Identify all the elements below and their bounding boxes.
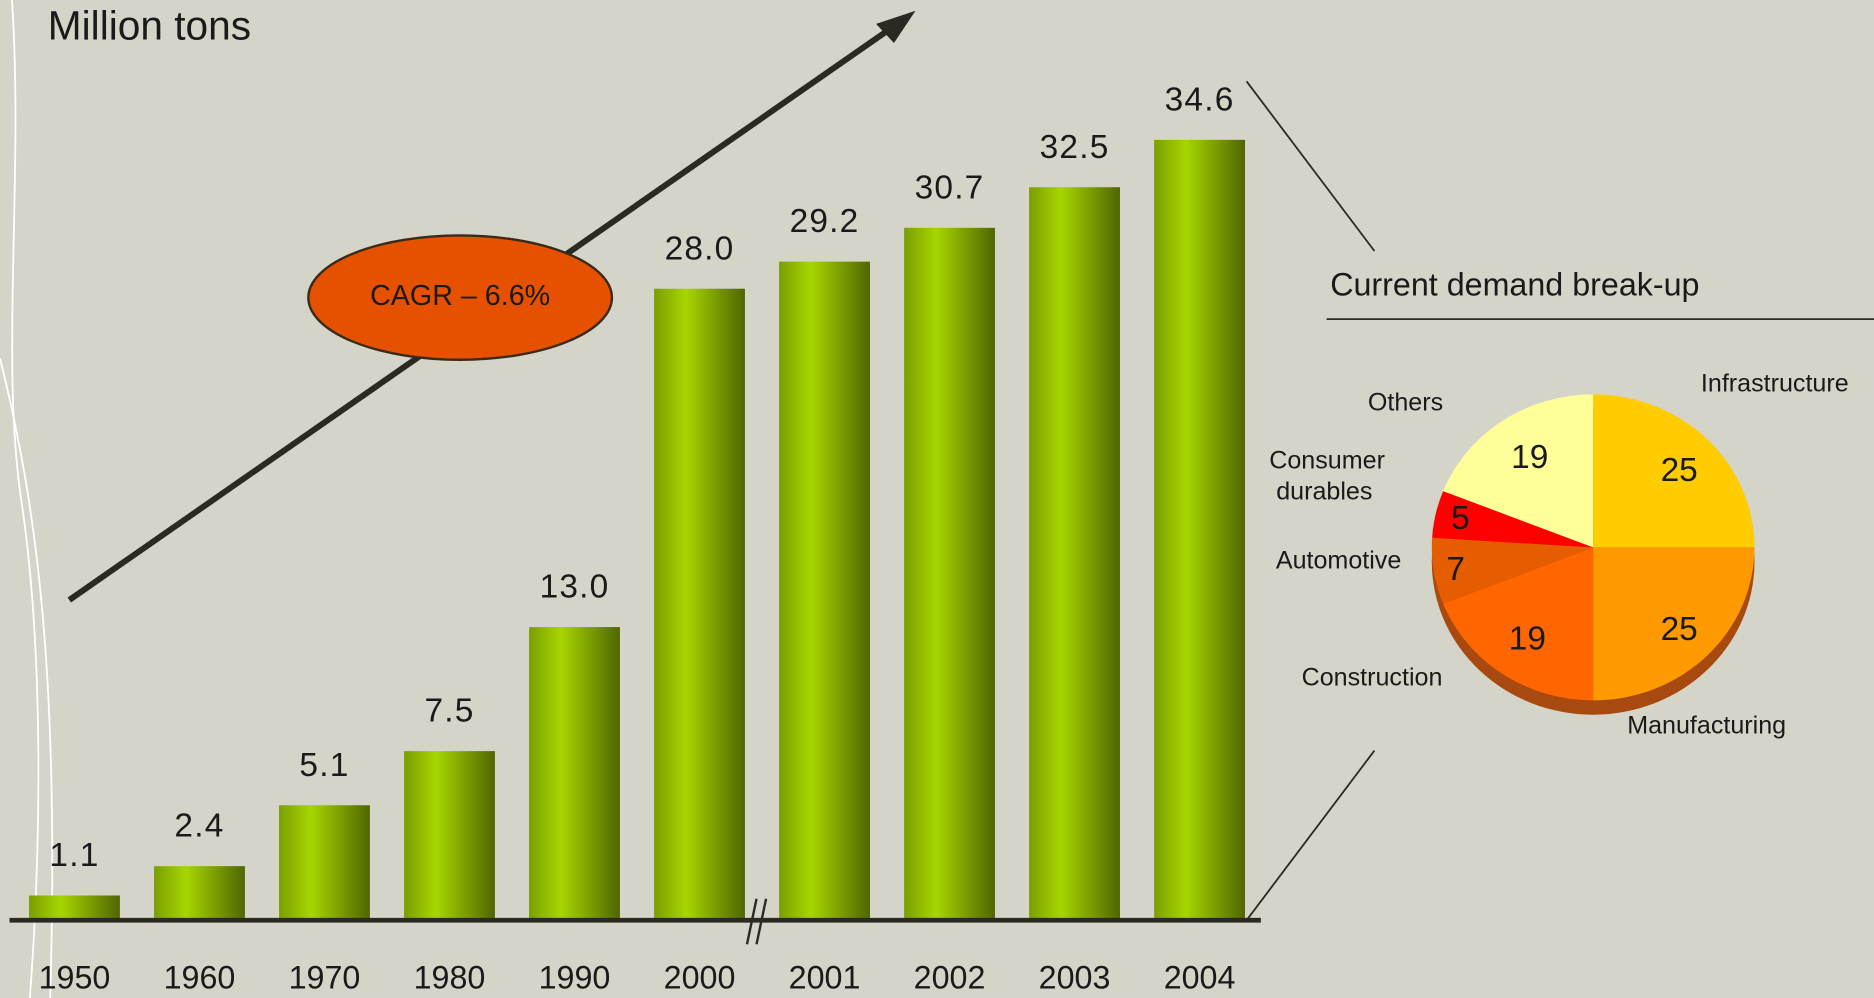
x-tick-label: 2000 xyxy=(664,960,736,996)
x-tick-label: 2004 xyxy=(1164,960,1236,996)
value-label: 34.6 xyxy=(1165,81,1235,118)
pie: 25 Infrastructure 25 Manufacturing 19 Constru… xyxy=(1269,369,1848,739)
pie-slice xyxy=(1432,491,1594,548)
slice-label: Infrastructure xyxy=(1701,369,1849,397)
slice-value: 25 xyxy=(1661,452,1698,489)
x-tick-label: 2001 xyxy=(789,960,861,996)
axis-break xyxy=(755,898,768,945)
label-line: Consumer xyxy=(1269,446,1385,474)
value-label: 28.0 xyxy=(665,230,735,267)
slice-value: 5 xyxy=(1451,500,1470,537)
value-label: 2.4 xyxy=(174,808,224,845)
value-label: 29.2 xyxy=(790,203,860,240)
slice-label: Automotive xyxy=(1276,546,1401,574)
pie-slice xyxy=(1443,547,1594,701)
slice-label: Construction xyxy=(1302,663,1443,691)
zoom-line xyxy=(1245,750,1376,921)
value-label: 32.5 xyxy=(1040,129,1110,166)
decor-line xyxy=(0,358,54,998)
bars: 1.1 1950 2.4 1960 5.1 1970 7.5 1980 13.0 1990 28.0… xyxy=(29,81,1245,996)
arrow-head xyxy=(876,10,916,44)
value-label: 5.1 xyxy=(299,747,349,784)
cagr-badge xyxy=(307,234,614,361)
label-line: durables xyxy=(1269,477,1372,505)
bar xyxy=(1029,187,1120,921)
bar xyxy=(904,227,995,921)
x-tick-label: 1990 xyxy=(539,960,611,996)
slice-value: 7 xyxy=(1446,551,1465,588)
slice-value: 25 xyxy=(1661,611,1698,648)
pie-slice xyxy=(1593,547,1755,701)
pie-title: Current demand break-up xyxy=(1330,266,1699,302)
decor-line xyxy=(11,0,40,998)
value-label: 30.7 xyxy=(915,169,985,206)
pie-slice xyxy=(1593,394,1755,548)
value-label: 13.0 xyxy=(540,569,610,606)
axis-break xyxy=(745,898,758,945)
slice-label: Consumer durables xyxy=(1269,446,1385,505)
slice-value: 19 xyxy=(1509,620,1546,657)
slice-value: 19 xyxy=(1511,439,1548,476)
slice-label: Others xyxy=(1368,389,1443,417)
x-tick-label: 1970 xyxy=(289,960,361,996)
axis-label: Million tons xyxy=(48,2,251,48)
pie-slice xyxy=(1431,537,1594,604)
bar xyxy=(654,288,745,921)
pie-slice xyxy=(1443,394,1594,548)
bar xyxy=(1154,139,1245,921)
bar xyxy=(279,805,370,921)
annotation: CAGR – 6.6% xyxy=(370,280,550,312)
bar xyxy=(529,627,620,921)
x-tick-label: 1950 xyxy=(39,960,111,996)
x-tick-label: 1980 xyxy=(414,960,486,996)
bar xyxy=(404,751,495,921)
zoom-line xyxy=(1245,80,1376,252)
x-tick-label: 2003 xyxy=(1039,960,1111,996)
slice-label: Manufacturing xyxy=(1627,711,1786,739)
value-label: 7.5 xyxy=(424,693,474,730)
x-tick-label: 1960 xyxy=(164,960,236,996)
bar xyxy=(779,261,870,921)
bar xyxy=(29,895,120,921)
bar xyxy=(154,866,245,921)
value-label: 1.1 xyxy=(49,837,99,874)
x-tick-label: 2002 xyxy=(914,960,986,996)
